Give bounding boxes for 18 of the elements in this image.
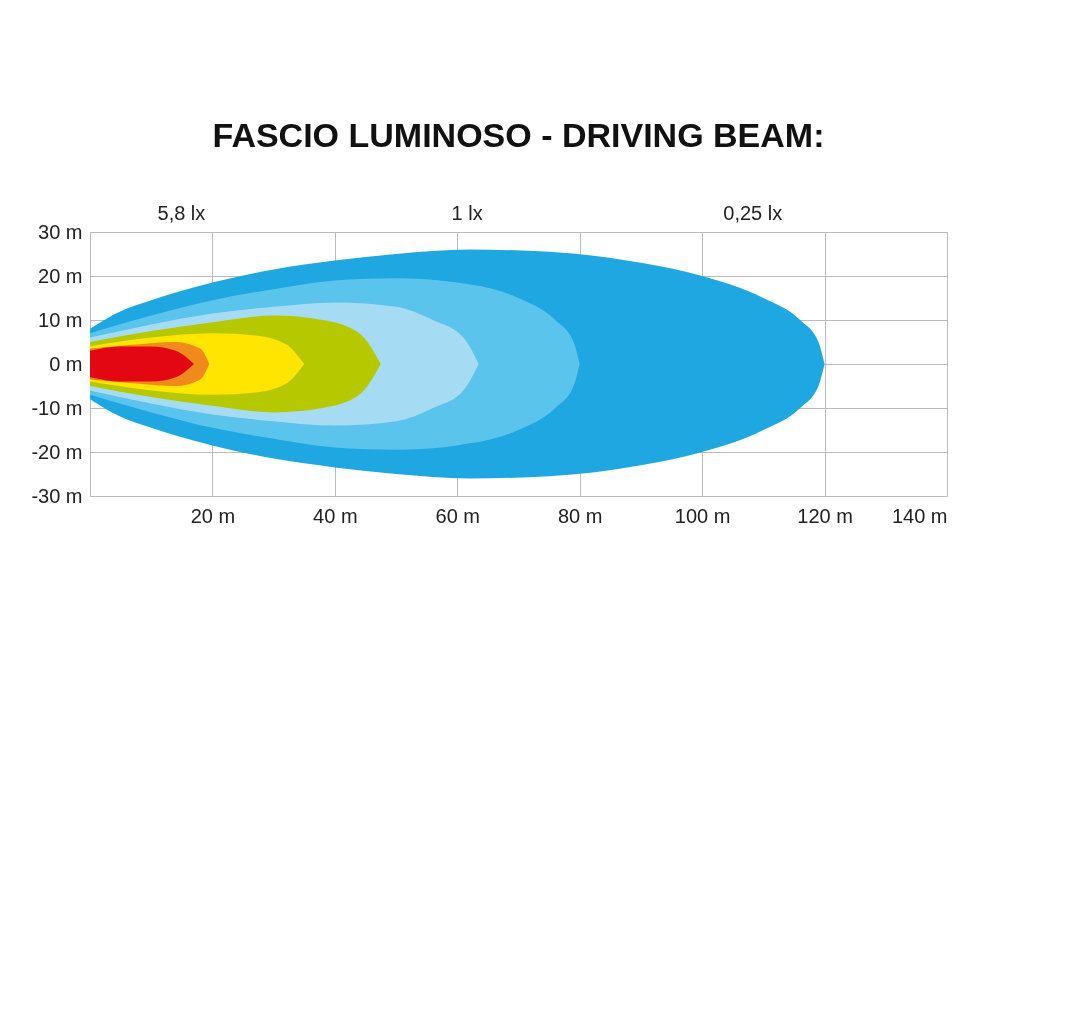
text: 1 lx <box>451 202 483 224</box>
y-tick-label: 10 m <box>38 308 83 331</box>
x-tick-label: 40 m <box>313 504 358 527</box>
y-tick-label: -30 m <box>31 484 83 507</box>
y-tick-label: 20 m <box>38 264 83 287</box>
x-tick-label: 120 m <box>797 504 853 527</box>
text: 0,25 lx <box>723 202 783 224</box>
x-tick-label: 100 m <box>674 504 731 527</box>
x-tick-label: 80 m <box>557 504 603 527</box>
chart-title: FASCIO LUMINOSO - DRIVING BEAM: <box>212 116 825 154</box>
y-tick-label: 0 m <box>49 352 83 375</box>
x-tick-label: 20 m <box>190 504 236 527</box>
y-tick-label: -20 m <box>31 440 83 463</box>
text: 5,8 lx <box>157 202 206 224</box>
x-tick-label: 140 m <box>891 504 948 527</box>
y-tick-label: -10 m <box>31 396 83 419</box>
x-tick-label: 60 m <box>435 504 481 527</box>
y-tick-label: 30 m <box>38 220 83 243</box>
